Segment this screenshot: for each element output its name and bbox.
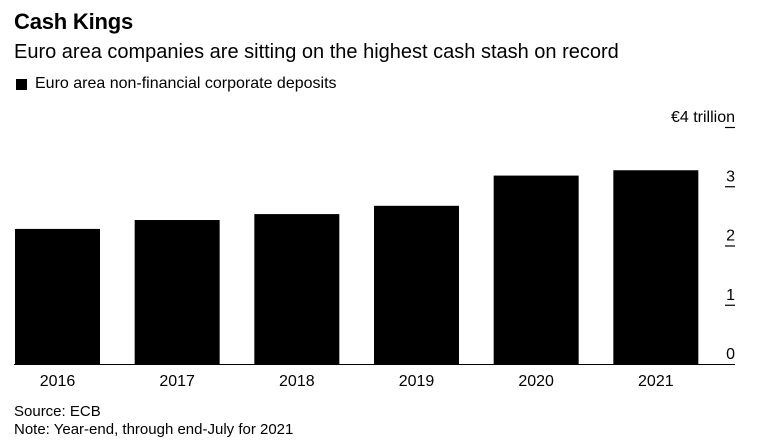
y-tick-label: 0 [726,346,735,363]
legend-swatch [16,78,27,90]
x-tick-label: 2020 [518,373,554,390]
x-tick-label: 2021 [638,373,674,390]
x-tick-label: 2017 [159,373,195,390]
source-note: Source: ECB [14,403,101,420]
footnote: Note: Year-end, through end-July for 202… [14,421,294,438]
y-tick-label: 2 [726,228,735,245]
x-tick-label: 2019 [399,373,435,390]
x-tick-label: 2018 [279,373,315,390]
chart-subtitle: Euro area companies are sitting on the h… [14,41,619,63]
bar-2017 [134,220,220,364]
legend: Euro area non-financial corporate deposi… [16,72,337,96]
y-tick-label: €4 trillion [671,109,735,126]
legend-label: Euro area non-financial corporate deposi… [35,75,337,92]
y-tick-label: 1 [726,287,735,304]
chart-title: Cash Kings [14,9,134,34]
x-tick-label: 2016 [40,373,76,390]
bar-2016 [15,228,100,364]
bar-2019 [374,205,459,364]
bar-2020 [493,175,579,364]
bar-2021 [613,170,699,364]
bar-2018 [254,214,340,364]
y-tick-label: 3 [726,168,735,185]
